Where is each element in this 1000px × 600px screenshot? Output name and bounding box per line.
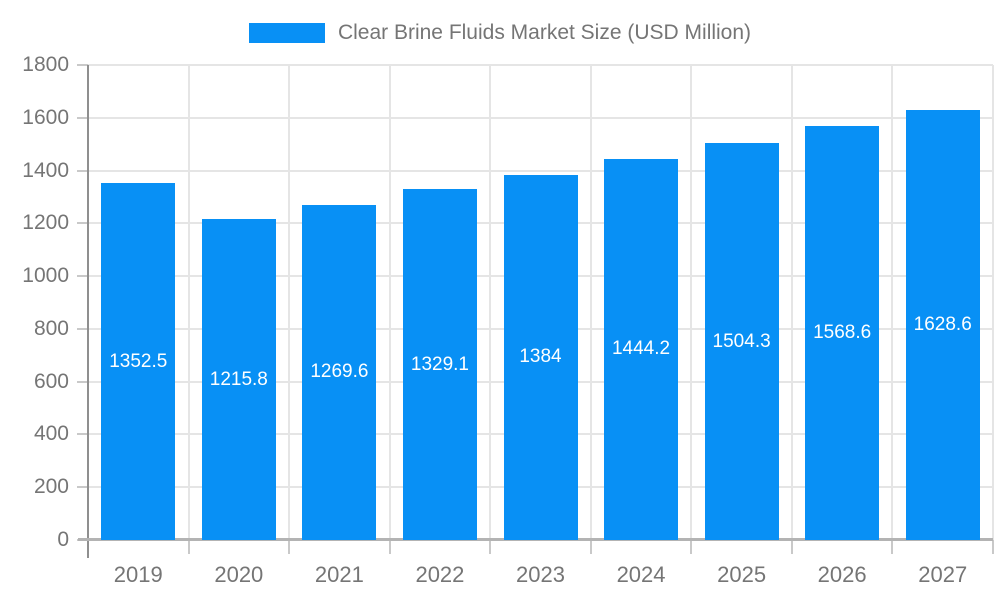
y-tick [77, 275, 88, 278]
bar-value-label: 1444.2 [611, 338, 671, 360]
x-gridline [891, 65, 894, 540]
x-gridline [187, 65, 190, 540]
y-axis-labels: 0 200 400 600 800 1000 1200 1400 1600 1800 [0, 53, 69, 551]
y-gridline [88, 64, 993, 66]
x-tick [288, 540, 291, 554]
y-axis-label: 200 [33, 475, 69, 499]
x-axis-label: 2026 [817, 562, 867, 587]
x-axis-label: 2020 [214, 562, 264, 587]
y-axis-label: 1800 [22, 53, 69, 76]
x-gridline [489, 65, 492, 540]
x-tick [790, 540, 793, 554]
y-gridline [88, 116, 993, 119]
y-tick [77, 380, 88, 383]
x-axis-labels: 2019 2020 2021 2022 2023 2024 2025 2026 2027 [88, 556, 993, 587]
legend-swatch-icon [248, 23, 325, 43]
y-axis-label: 1400 [22, 158, 69, 182]
bar-value-label: 1269.6 [310, 361, 369, 383]
bar-2024[interactable]: 1444.2 [604, 158, 679, 540]
y-tick [77, 327, 88, 330]
y-axis-label: 600 [33, 369, 69, 393]
bar-2023[interactable]: 1384 [503, 174, 578, 540]
x-tick [388, 540, 391, 554]
bar-value-label: 1568.6 [813, 322, 872, 344]
y-tick [77, 486, 88, 489]
y-axis-label: 800 [33, 316, 69, 340]
x-gridline [589, 65, 592, 540]
y-axis-label: 400 [33, 422, 69, 446]
y-axis-label: 1200 [22, 211, 69, 235]
x-axis-label: 2025 [717, 562, 767, 587]
x-gridline [790, 65, 793, 540]
x-axis-label: 2019 [113, 562, 163, 587]
x-axis-label: 2022 [415, 562, 465, 587]
y-tick [77, 169, 88, 172]
x-axis-label: 2021 [314, 562, 364, 587]
bar-value-label: 1352.5 [109, 350, 168, 372]
bar-value-label: 1384 [519, 346, 562, 368]
legend-label: Clear Brine Fluids Market Size (USD Mill… [337, 21, 752, 44]
y-tick [77, 64, 88, 66]
bar-value-label: 1504.3 [712, 330, 771, 352]
y-axis-label: 1000 [22, 264, 69, 288]
y-tick [77, 433, 88, 436]
y-tick [77, 222, 88, 225]
x-axis-label: 2023 [516, 562, 565, 587]
bar-value-label: 1215.8 [209, 368, 268, 390]
bar-2020[interactable]: 1215.8 [201, 219, 276, 540]
y-tick [77, 116, 88, 119]
x-tick [992, 540, 994, 554]
y-axis-line [87, 65, 89, 558]
x-gridline [388, 65, 391, 540]
bar-2027[interactable]: 1628.6 [905, 110, 980, 540]
bar-2021[interactable]: 1269.6 [302, 204, 377, 540]
bar-2025[interactable]: 1504.3 [704, 143, 779, 540]
bar-2019[interactable]: 1352.5 [101, 183, 176, 540]
bar-value-label: 1329.1 [410, 353, 469, 375]
bar-value-label: 1628.6 [913, 314, 972, 336]
legend-item[interactable]: Clear Brine Fluids Market Size (USD Mill… [0, 21, 1000, 45]
x-axis-label: 2024 [616, 562, 666, 587]
x-axis-label: 2027 [918, 562, 968, 587]
x-tick [489, 540, 492, 554]
x-gridline [690, 65, 693, 540]
x-tick [187, 540, 190, 554]
y-axis-label: 1600 [22, 105, 69, 129]
x-gridline [288, 65, 291, 540]
x-tick [589, 540, 592, 554]
x-tick [690, 540, 693, 554]
y-axis-label: 0 [57, 528, 69, 551]
y-gridline [88, 169, 993, 172]
x-gridline [992, 65, 994, 540]
x-tick [891, 540, 894, 554]
plot-area: 1352.5 1215.8 1269.6 1329.1 1384 1444.2 1504.3… [77, 64, 994, 558]
bar-2022[interactable]: 1329.1 [402, 189, 477, 540]
bar-2026[interactable]: 1568.6 [805, 126, 880, 540]
